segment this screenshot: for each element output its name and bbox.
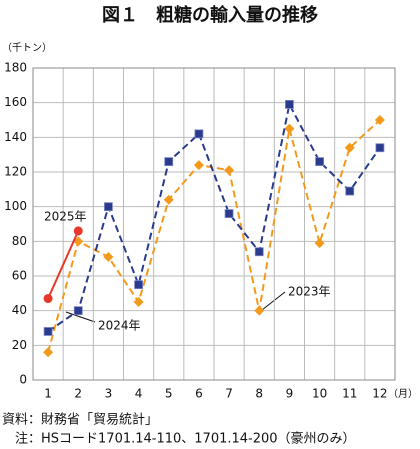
y-tick-label: 160 [4,95,27,109]
marker [163,194,174,205]
marker [73,226,83,236]
x-tick-label: 6 [195,387,203,401]
marker [285,100,294,109]
marker [134,280,143,290]
marker [315,157,324,167]
marker [104,202,113,212]
series-label: 2025年 [44,210,87,224]
x-tick-label: 5 [165,387,173,401]
y-tick-label: 20 [12,338,27,352]
marker [133,297,144,307]
x-tick-label: 10 [312,387,327,401]
y-tick-label: 180 [4,61,27,75]
marker [254,305,265,316]
x-tick-label: 1 [44,387,52,401]
series-line [47,119,381,353]
marker [284,123,295,134]
series-label: 2023年 [288,285,331,299]
x-tick-label: 2 [74,387,82,401]
marker [375,143,385,153]
marker [43,347,54,358]
marker [164,157,174,167]
series-line [47,101,381,333]
y-tick-label: 140 [4,130,27,144]
series-line [47,230,80,299]
marker [254,247,264,257]
x-unit: （月） [388,388,418,400]
y-tick-label: 120 [4,165,27,179]
x-tick-label: 8 [255,387,263,401]
chart-title: 図１ 粗糖の輸入量の推移 [102,4,318,26]
series-label: 2024年 [98,319,141,333]
marker [224,165,235,176]
marker [224,209,234,219]
leader-line [65,311,96,323]
y-tick-label: 40 [12,303,27,317]
x-tick-label: 3 [105,387,113,401]
x-tick-label: 9 [286,387,294,401]
marker [314,238,325,249]
marker [344,142,355,153]
marker [193,160,204,171]
marker [103,251,114,262]
marker [345,186,355,196]
y-tick-label: 100 [4,199,27,213]
marker [73,306,83,316]
x-tick-label: 7 [225,387,233,401]
plot-frame [32,67,396,381]
x-tick-label: 4 [135,387,143,401]
y-tick-label: 60 [12,269,27,283]
note: 資料：財務省「貿易統計」 [2,412,158,428]
marker [43,294,53,304]
x-tick-label: 11 [342,387,357,401]
y-tick-label: 0 [19,373,27,387]
y-unit: （千トン） [2,42,52,54]
marker [43,327,53,336]
marker [374,115,385,125]
x-tick-label: 12 [372,387,387,401]
note: 注：HSコード1701.14-110、1701.14-200（豪州のみ） [2,431,356,447]
y-tick-label: 80 [12,234,27,248]
marker [194,129,204,139]
leader-line [261,291,286,311]
